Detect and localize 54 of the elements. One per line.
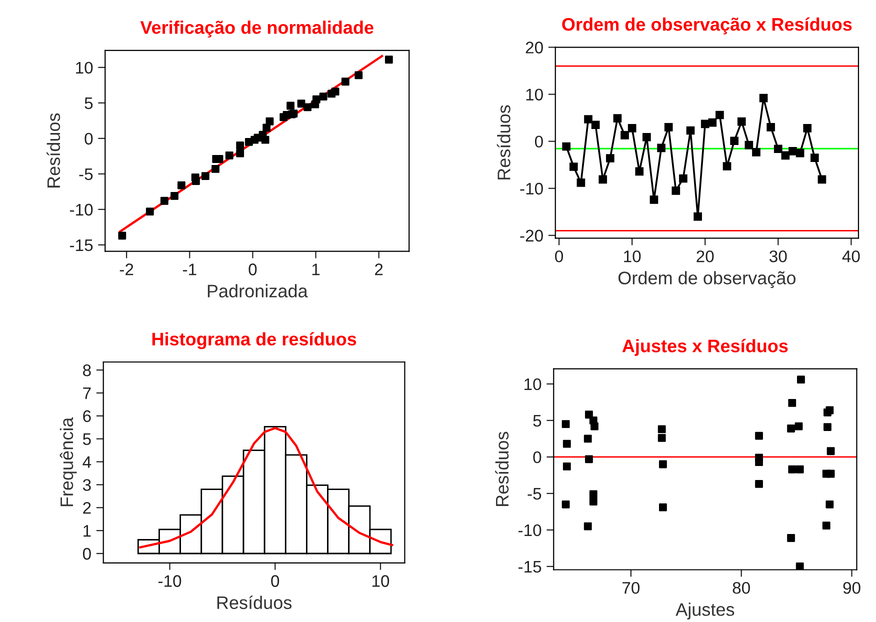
x-axis-title: Ajustes: [676, 602, 734, 620]
y-tick-label: 5: [82, 433, 91, 446]
y-tick-label: 4: [82, 456, 92, 468]
x-tick-label: -1: [182, 264, 196, 276]
x-tick-label: 30: [770, 250, 787, 262]
x-axis-title: Padronizada: [208, 284, 308, 298]
y-tick-label: 0: [84, 132, 93, 145]
x-tick-label: 2: [375, 264, 383, 276]
chart-title: Ordem de observação x Resíduos: [562, 17, 852, 34]
x-tick-label: 90: [843, 582, 860, 594]
y-tick-label: 1: [84, 525, 91, 537]
y-tick-label: 10: [524, 378, 542, 390]
x-tick-label: 80: [732, 582, 750, 594]
x-tick-label: -2: [120, 264, 134, 276]
y-axis-title: Frequência: [60, 417, 77, 506]
x-tick-label: -10: [158, 575, 182, 587]
y-tick-label: -10: [520, 182, 543, 195]
y-tick-label: 3: [82, 479, 91, 491]
y-tick-label: 10: [76, 62, 93, 74]
y-tick-label: 20: [526, 42, 543, 54]
y-tick-label: -15: [70, 239, 93, 252]
y-tick-label: -10: [70, 204, 93, 216]
y-tick-label: 8: [83, 364, 91, 376]
x-tick-label: 0: [271, 575, 280, 587]
y-tick-label: 7: [83, 388, 91, 400]
x-tick-label: 0: [555, 250, 564, 262]
y-tick-label: -20: [520, 230, 543, 242]
y-tick-label: 5: [84, 97, 93, 110]
chart-title: Ajustes x Resíduos: [622, 338, 788, 356]
chart-title: Histograma de resíduos: [152, 332, 356, 350]
y-tick-label: 0: [82, 548, 91, 560]
y-tick-label: 2: [83, 502, 91, 514]
y-tick-label: -5: [79, 168, 93, 180]
y-tick-label: 0: [533, 451, 542, 464]
y-tick-label: 0: [534, 136, 543, 148]
x-tick-label: 10: [624, 250, 641, 262]
chart-title: Verificação de normalidade: [140, 20, 374, 38]
x-tick-label: 1: [312, 264, 320, 276]
x-tick-label: 70: [622, 582, 640, 594]
y-axis-title: Resíduos: [495, 432, 509, 506]
y-axis-title: Resíduos: [496, 105, 510, 180]
y-axis-title: Resíduos: [46, 113, 60, 188]
y-tick-label: -5: [528, 488, 542, 500]
x-tick-label: 0: [248, 264, 257, 276]
x-tick-label: 20: [696, 250, 714, 262]
y-tick-label: -15: [518, 561, 542, 573]
y-tick-label: 5: [533, 415, 542, 427]
y-tick-label: 6: [83, 410, 91, 422]
y-tick-label: -10: [518, 524, 542, 536]
x-tick-label: 40: [842, 250, 860, 262]
x-axis-title: Resíduos: [217, 596, 292, 610]
x-axis-title: Ordem de observação: [618, 271, 796, 288]
x-tick-label: 10: [372, 575, 390, 587]
y-tick-label: 10: [526, 88, 543, 101]
